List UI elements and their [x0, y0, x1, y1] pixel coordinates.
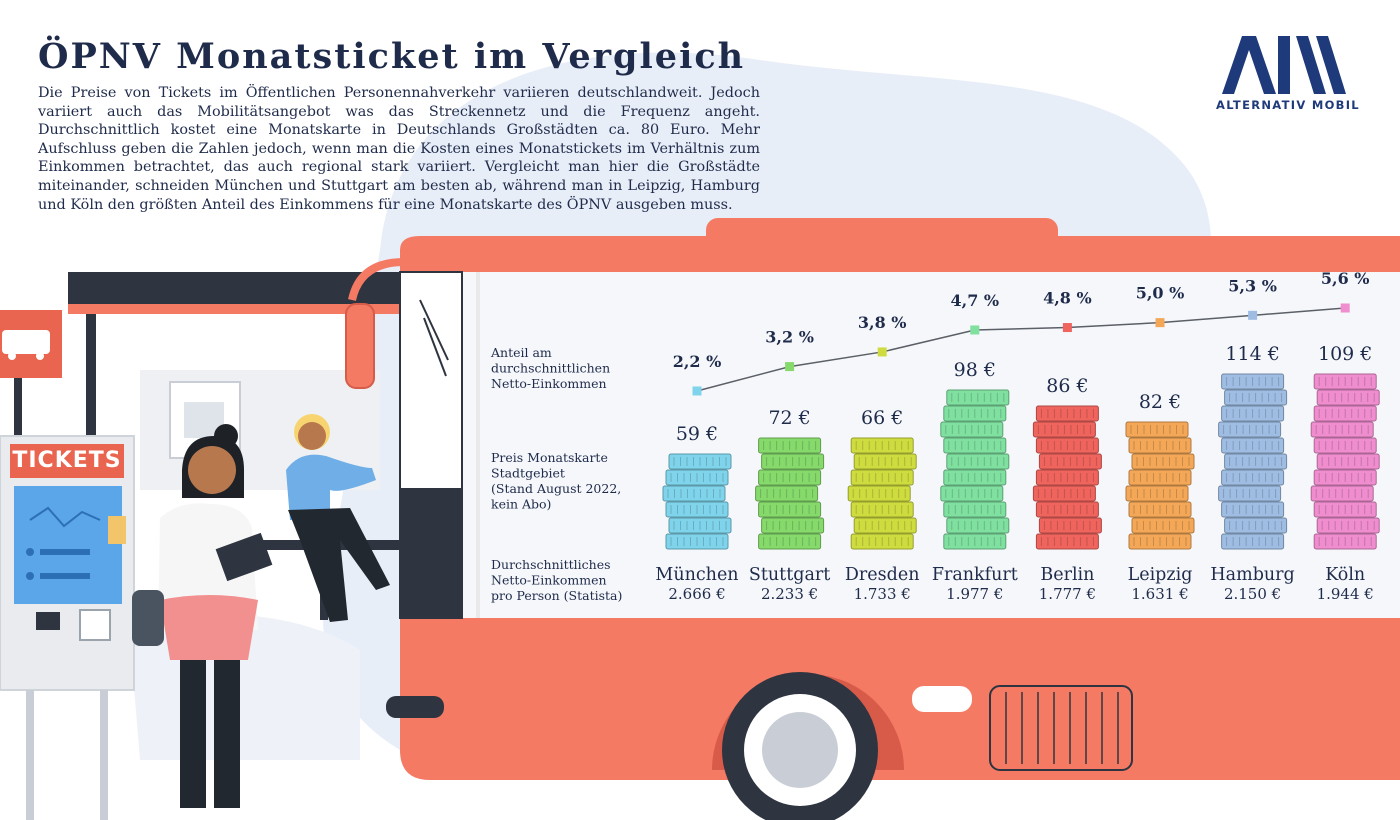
alternativ-mobil-logo: [1222, 36, 1346, 94]
income-label: 1.777 €: [1039, 585, 1096, 603]
share-label: 5,6 %: [1321, 269, 1370, 288]
city-label: Dresden: [845, 565, 920, 585]
price-label: 66 €: [861, 407, 903, 429]
intro-paragraph: Die Preise von Tickets im Öffentlichen P…: [38, 85, 760, 213]
row-labels: Anteil am durchschnittlichen Netto-Einkomm…: [490, 345, 622, 603]
city-label: Köln: [1325, 565, 1365, 585]
price-label: 72 €: [768, 407, 810, 429]
share-line: [696, 307, 1346, 392]
share-point: [1248, 310, 1258, 320]
coin-stack: [1125, 421, 1195, 550]
income-label: 1.977 €: [946, 585, 1003, 603]
income-label: 2.233 €: [761, 585, 818, 603]
city-label: Berlin: [1040, 565, 1094, 585]
coin-stack: [662, 453, 732, 550]
share-label: 5,0 %: [1136, 284, 1185, 303]
coin-stack: [755, 437, 825, 550]
share-label: 2,2 %: [673, 352, 722, 371]
income-label: 1.631 €: [1131, 585, 1188, 603]
share-point: [1340, 303, 1350, 313]
coin-stack: [940, 389, 1010, 550]
coin-stack: [1032, 405, 1102, 550]
income-label: 2.666 €: [668, 585, 725, 603]
tickets-sign: TICKETS: [10, 444, 124, 478]
share-row-label: Anteil am durchschnittlichen Netto-Einkomm…: [490, 345, 610, 391]
income-label: 1.733 €: [854, 585, 911, 603]
share-point: [692, 386, 702, 396]
price-label: 114 €: [1225, 343, 1279, 365]
price-label: 82 €: [1139, 391, 1181, 413]
coin-stack: [1310, 373, 1380, 550]
share-label: 3,2 %: [765, 328, 814, 347]
city-label: Stuttgart: [749, 565, 830, 585]
share-label: 4,8 %: [1043, 289, 1092, 308]
price-label: 59 €: [676, 423, 718, 445]
price-label: 86 €: [1046, 375, 1088, 397]
logo-text: ALTERNATIV MOBIL: [1216, 98, 1360, 112]
city-label: Frankfurt: [932, 565, 1018, 585]
share-point: [1062, 323, 1072, 333]
price-label: 98 €: [954, 359, 996, 381]
income-label: 2.150 €: [1224, 585, 1281, 603]
coin-stack: [1218, 373, 1288, 550]
price-label: 109 €: [1318, 343, 1372, 365]
city-label: Leipzig: [1128, 565, 1193, 585]
city-label: Hamburg: [1210, 565, 1294, 585]
share-label: 3,8 %: [858, 313, 907, 332]
city-label: München: [655, 565, 738, 585]
coin-stack: [847, 437, 917, 550]
page-title: ÖPNV Monatsticket im Vergleich: [38, 36, 746, 77]
share-point: [877, 347, 887, 357]
share-point: [785, 362, 795, 372]
share-point: [970, 325, 980, 335]
share-label: 4,7 %: [950, 291, 999, 310]
share-point: [1155, 318, 1165, 328]
income-row-label: Durchschnittliches Netto-Einkommen pro Per…: [491, 557, 622, 603]
share-label: 5,3 %: [1228, 276, 1277, 295]
income-label: 1.944 €: [1317, 585, 1374, 603]
price-row-label: Preis Monatskarte Stadtgebiet (Stand Augus…: [491, 450, 621, 512]
